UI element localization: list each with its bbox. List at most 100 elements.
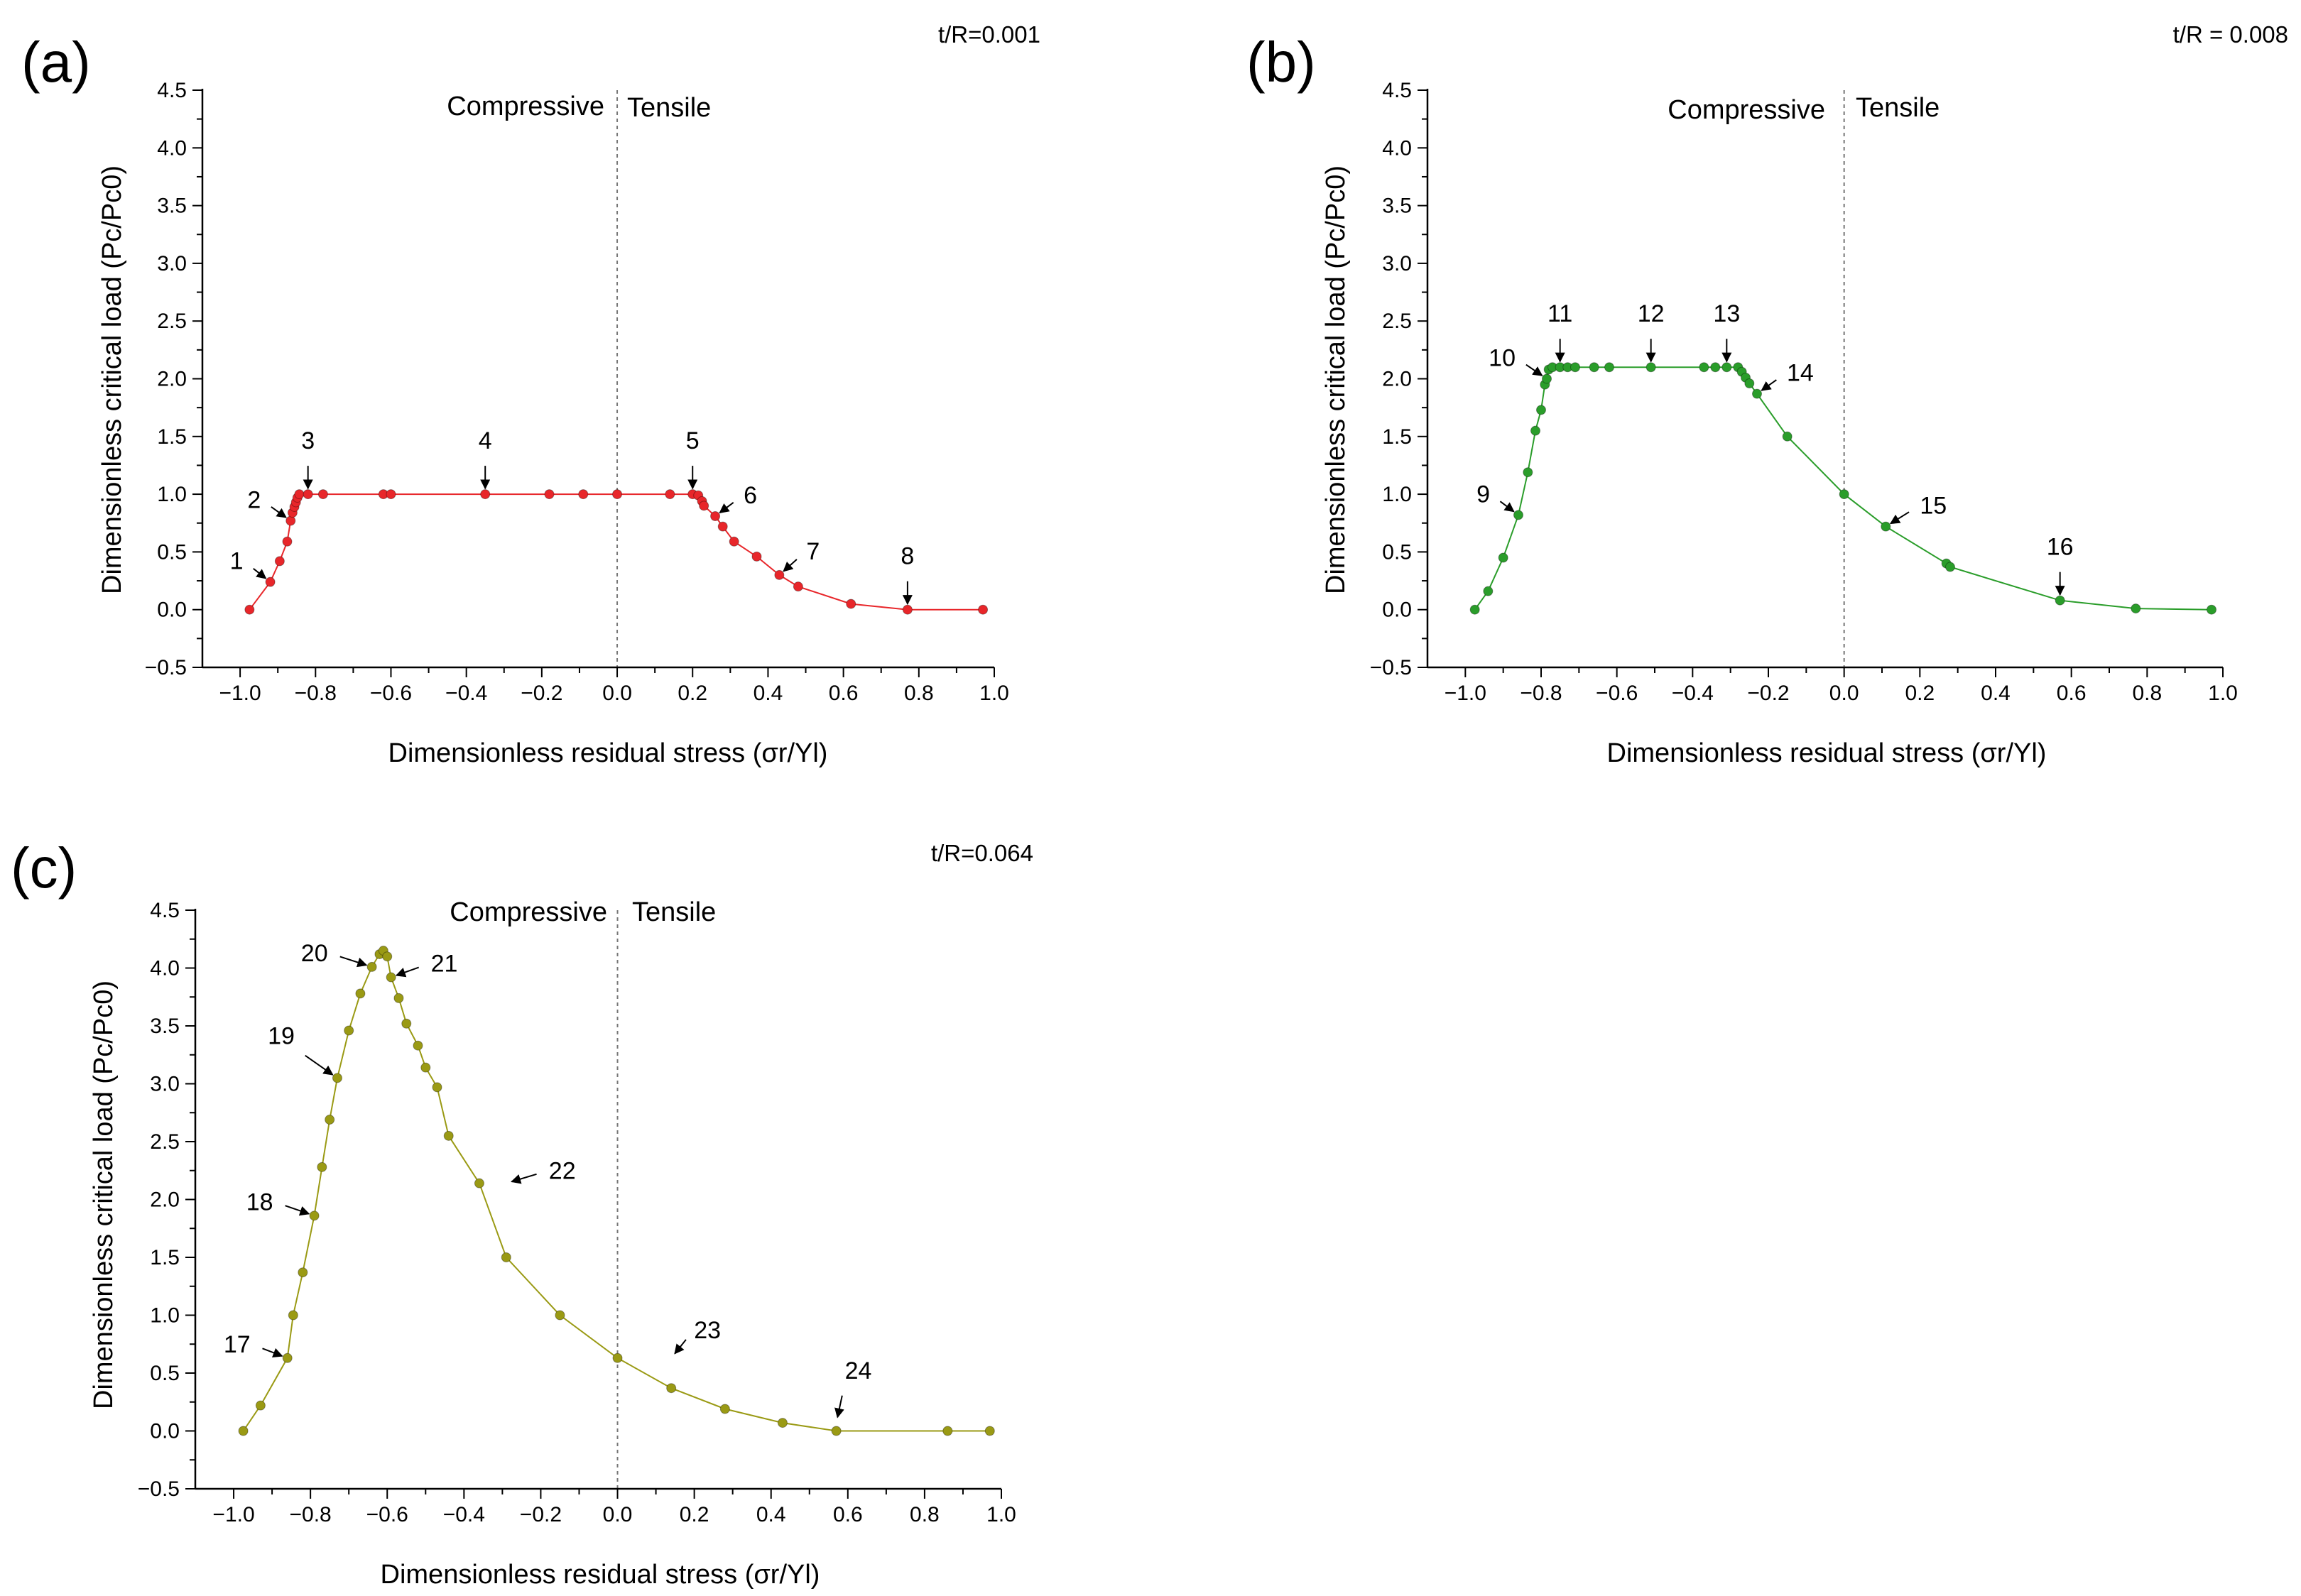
data-point — [717, 521, 728, 532]
y-tick-label: 0.0 — [150, 1420, 180, 1443]
annotation-arrow — [285, 1205, 310, 1216]
x-tick-label: 0.4 — [756, 1503, 786, 1526]
y-tick-label: 4.5 — [157, 79, 187, 102]
annotation-label: 8 — [901, 543, 914, 570]
data-point — [443, 1130, 454, 1141]
y-tick-label: 3.5 — [150, 1015, 180, 1038]
data-point — [578, 489, 589, 500]
x-tick-label: −0.2 — [1747, 682, 1789, 705]
x-axis-title: Dimensionless residual stress (σr/Yl) — [1607, 738, 2047, 768]
data-point — [978, 604, 989, 615]
x-tick-label: 0.6 — [833, 1503, 863, 1526]
x-tick-label: −0.4 — [443, 1503, 485, 1526]
annotation-label: 24 — [845, 1357, 872, 1384]
data-point — [386, 972, 396, 983]
y-tick-label: 3.0 — [150, 1073, 180, 1096]
data-point — [846, 598, 856, 609]
data-point — [1570, 362, 1580, 373]
data-point — [255, 1400, 266, 1411]
data-point — [831, 1426, 842, 1436]
x-tick-label: 0.4 — [1981, 682, 2011, 705]
data-point — [699, 501, 709, 511]
y-tick-label: 1.5 — [157, 425, 187, 449]
data-point — [288, 1310, 298, 1321]
series-line — [1474, 366, 2212, 611]
y-tick-label: 4.5 — [1382, 79, 1412, 102]
x-tick-label: −0.2 — [521, 682, 562, 705]
y-tick-label: 2.5 — [150, 1130, 180, 1154]
data-point — [751, 551, 762, 562]
data-point — [420, 1062, 431, 1073]
data-point — [1513, 510, 1523, 520]
x-tick-label: −0.6 — [366, 1503, 408, 1526]
data-point — [902, 604, 913, 615]
annotation-label: 13 — [1713, 300, 1740, 327]
data-point — [382, 951, 393, 962]
data-point — [285, 515, 296, 526]
data-point — [984, 1426, 995, 1436]
annotation-arrow — [262, 1348, 283, 1357]
y-tick-label: 2.0 — [1382, 368, 1412, 391]
axes: −1.0 −0.8 −0.6 −0.4 −0.2 0.0 0.2 0.4 0.6 0.8 1.0 −0… — [138, 899, 1016, 1526]
parameter-label: t/R=0.064 — [931, 840, 1033, 866]
data-point — [544, 489, 555, 500]
x-tick-label: −0.8 — [295, 682, 337, 705]
x-tick-label: −0.4 — [445, 682, 487, 705]
annotation-arrow — [253, 568, 267, 579]
annotation-arrow — [719, 501, 734, 514]
data-point — [1498, 552, 1508, 563]
data-point — [393, 993, 404, 1003]
data-point — [244, 604, 255, 615]
y-tick-label: 0.5 — [150, 1362, 180, 1385]
data-point — [355, 988, 366, 999]
data-point — [309, 1210, 320, 1221]
data-point — [282, 536, 293, 547]
data-point — [344, 1025, 354, 1036]
annotation-arrow — [783, 559, 798, 572]
x-tick-label: 0.8 — [910, 1503, 940, 1526]
annotation-label: 9 — [1476, 481, 1490, 508]
data-point — [317, 1162, 327, 1172]
annotation-label: 11 — [1547, 300, 1572, 327]
y-tick-label: 3.0 — [157, 252, 187, 275]
x-tick-label: −0.6 — [370, 682, 412, 705]
annotation-label: 1 — [230, 548, 244, 575]
y-tick-label: 0.5 — [157, 540, 187, 564]
y-axis-title: Dimensionless critical load (Pc/Pc0) — [1321, 165, 1351, 594]
x-tick-label: 0.4 — [754, 682, 783, 705]
y-tick-label: 2.5 — [1382, 310, 1412, 333]
data-point — [1542, 373, 1552, 384]
y-tick-label: 4.0 — [150, 957, 180, 980]
data-point — [666, 1383, 677, 1394]
x-tick-label: −0.2 — [520, 1503, 562, 1526]
data-point — [282, 1352, 293, 1363]
y-tick-label: 3.0 — [1382, 252, 1412, 275]
data-point — [1839, 489, 1849, 500]
data-point — [942, 1426, 953, 1436]
data-point — [298, 1267, 308, 1278]
y-axis-title: Dimensionless critical load (Pc/Pc0) — [89, 980, 119, 1409]
data-point — [1752, 388, 1762, 399]
axes: −1.0 −0.8 −0.6 −0.4 −0.2 0.0 0.2 0.4 0.6 0.8 1.0 −0… — [145, 79, 1009, 705]
x-tick-label: −0.8 — [1520, 682, 1562, 705]
data-point — [710, 510, 721, 521]
data-point — [729, 536, 739, 547]
point-annotations: 9 10 11 12 13 14 15 16 — [1476, 300, 2074, 596]
tensile-label: Tensile — [632, 897, 716, 927]
data-point — [612, 1352, 623, 1363]
data-point — [501, 1252, 511, 1262]
data-point — [1782, 431, 1793, 442]
x-tick-label: 0.0 — [603, 1503, 633, 1526]
data-point — [1645, 362, 1656, 373]
annotation-label: 2 — [247, 486, 261, 513]
y-tick-label: 1.5 — [150, 1246, 180, 1269]
series-line — [249, 493, 984, 611]
y-tick-label: 4.0 — [157, 136, 187, 160]
data-series — [238, 946, 995, 1436]
panel-letter: (b) — [1246, 31, 1316, 94]
y-tick-label: 3.5 — [1382, 195, 1412, 218]
data-point — [1945, 562, 1955, 572]
x-tick-label: −1.0 — [1445, 682, 1486, 705]
data-point — [413, 1040, 423, 1051]
